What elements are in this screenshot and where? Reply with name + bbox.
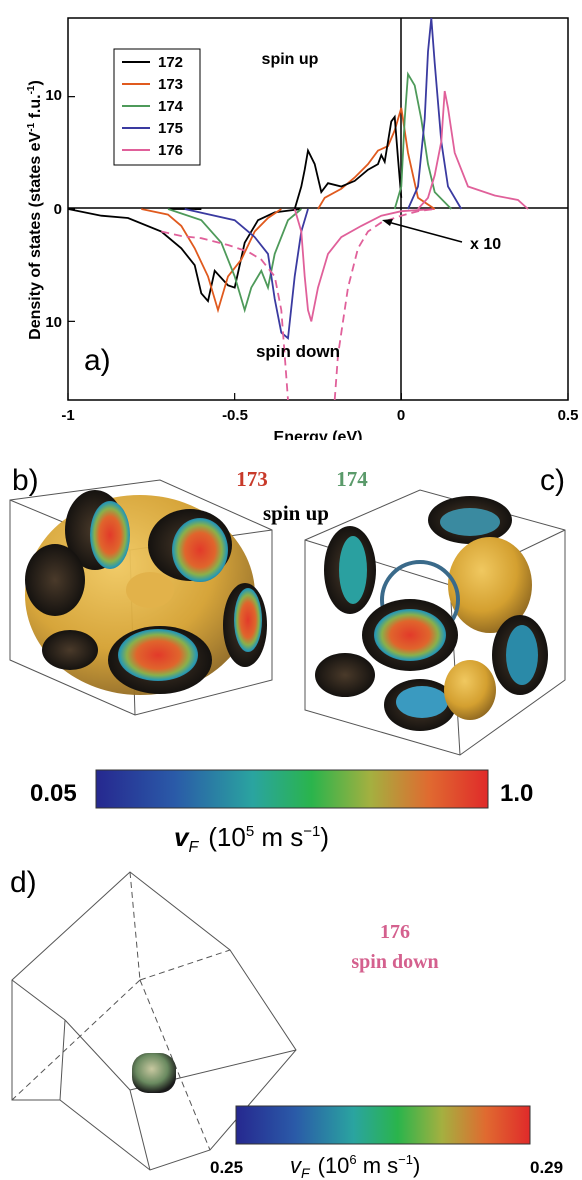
spin-up-label: spin up <box>263 501 329 525</box>
legend-label-172: 172 <box>158 54 183 71</box>
velocity-colorbar <box>95 769 489 809</box>
x-tick-label: -1 <box>61 407 74 424</box>
x-tick-label: 0.5 <box>558 407 579 424</box>
series-line-172 <box>68 208 302 304</box>
colorbar-max: 1.0 <box>500 780 533 807</box>
fermi-surface-174 <box>315 496 548 731</box>
series-line-172 <box>293 114 403 210</box>
band-173-label: 173 <box>236 467 268 491</box>
series-line-176 <box>293 208 435 322</box>
fermi-surface-bc: b) c) 173 174 spin up 0.05 1.0 vF (105 m … <box>9 464 566 856</box>
x-axis-label: Energy (eV) <box>274 429 363 440</box>
y-tick-label: 0 <box>54 201 62 218</box>
legend-label-176: 176 <box>158 142 183 159</box>
band-176-label: 176 <box>380 921 410 943</box>
legend-label-175: 175 <box>158 120 183 137</box>
colorbar-d-min: 0.25 <box>210 1158 243 1177</box>
colorbar-d-label: vF (106 m s−1) <box>290 1152 420 1180</box>
dos-chart: 172 173 174 175 176 -1 -0.5 0 0.5 10 0 10 En… <box>26 17 579 440</box>
y-axis-label: Density of states (states eV-1 f.u.-1) <box>26 80 44 340</box>
y-tick-label: 10 <box>45 314 62 331</box>
x10-arrow <box>387 221 463 243</box>
series-line-176 <box>161 230 289 400</box>
band-174-label: 174 <box>336 467 368 491</box>
spin-down-annotation: spin down <box>256 342 340 361</box>
x-tick-label: -0.5 <box>222 407 248 424</box>
series-line-175 <box>407 18 463 210</box>
velocity-colorbar-d <box>235 1105 531 1145</box>
spin-down-label: spin down <box>351 951 438 973</box>
legend: 172 173 174 175 176 <box>122 54 184 159</box>
colorbar-label: vF (105 m s−1) <box>174 822 329 856</box>
series-group <box>68 18 529 400</box>
series-line-175 <box>184 208 309 340</box>
fermi-pocket-176 <box>132 1053 176 1093</box>
series-line-176 <box>333 208 435 400</box>
panel-d-label: d) <box>10 866 37 899</box>
colorbar-min: 0.05 <box>30 780 77 807</box>
panel-b-label: b) <box>12 464 39 497</box>
colorbar-d-max: 0.29 <box>530 1158 563 1177</box>
legend-label-173: 173 <box>158 76 183 93</box>
series-line-173 <box>141 208 282 314</box>
spin-up-annotation: spin up <box>262 51 319 68</box>
fermi-surface-173 <box>25 490 267 695</box>
y-tick-label: 10 <box>45 87 62 104</box>
series-line-173 <box>317 107 436 210</box>
x10-annotation: x 10 <box>470 236 501 253</box>
series-line-176 <box>417 90 529 210</box>
panel-c-label: c) <box>540 464 565 497</box>
x10-arrowhead <box>382 219 393 226</box>
fermi-surface-d: d) 176 spin down 0.25 0.29 vF (106 m s−1) <box>10 866 563 1180</box>
panel-a-label: a) <box>84 344 111 377</box>
legend-label-174: 174 <box>158 98 184 115</box>
x-tick-label: 0 <box>397 407 405 424</box>
series-line-174 <box>167 208 302 314</box>
